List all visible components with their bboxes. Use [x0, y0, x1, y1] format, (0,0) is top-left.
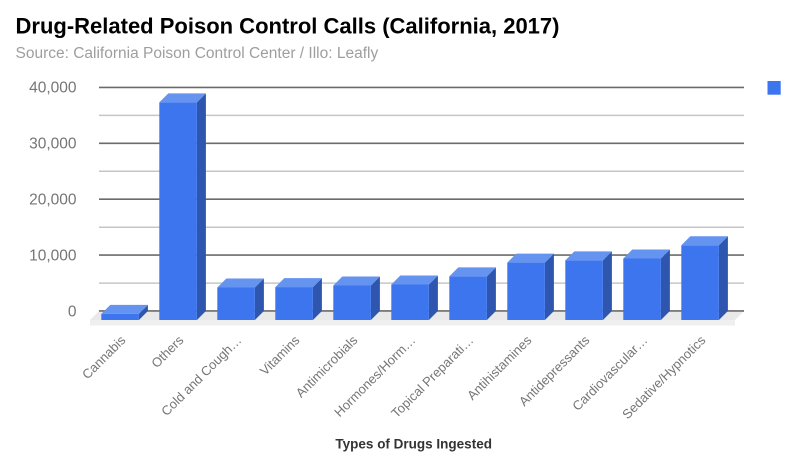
svg-text:Types of Drugs Ingested: Types of Drugs Ingested	[335, 436, 492, 451]
svg-text:0: 0	[68, 303, 77, 320]
svg-text:20,000: 20,000	[29, 192, 77, 209]
svg-text:30,000: 30,000	[29, 136, 77, 153]
svg-text:Drug-Related Poison Control Ca: Drug-Related Poison Control Calls (Calif…	[16, 14, 560, 39]
svg-text:40,000: 40,000	[29, 80, 77, 97]
svg-text:10,000: 10,000	[29, 247, 77, 264]
svg-text:Source: California Poison Cont: Source: California Poison Control Center…	[16, 45, 379, 62]
